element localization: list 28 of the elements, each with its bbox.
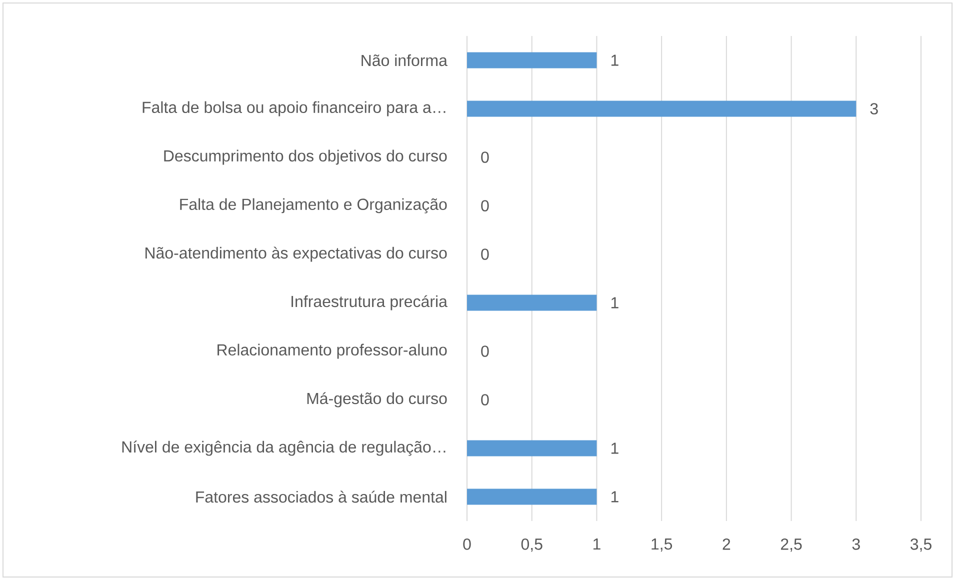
y-tick-label: Não-atendimento às expectativas do curso	[146, 246, 447, 262]
data-label: 1	[611, 54, 618, 66]
data-label: 0	[481, 248, 489, 260]
data-label: 0	[481, 200, 489, 212]
data-label: 0	[481, 152, 489, 163]
x-tick-label: 3	[852, 538, 860, 550]
y-tick-label: Fatores associados à saúde mental	[196, 490, 446, 503]
data-label: 1	[611, 442, 618, 454]
y-tick-label: Nível de exigência da agência de regulação…	[122, 440, 446, 456]
x-tick-label: 3,5	[910, 538, 932, 552]
data-label: 0	[481, 394, 489, 406]
y-tick-label: Relacionamento professor-aluno	[218, 344, 447, 359]
x-tick-label: 2	[722, 538, 730, 550]
data-label: 0	[481, 346, 489, 357]
y-tick-label: Descumprimento dos objetivos do curso	[164, 150, 447, 165]
x-tick-label: 1,5	[652, 538, 672, 552]
x-tick-label: 1	[593, 538, 600, 550]
y-tick-label: Falta de bolsa ou apoio financeiro para a…	[142, 101, 446, 116]
data-label: 1	[611, 491, 618, 502]
x-tick-label: 0	[463, 538, 471, 550]
y-tick-label: Não informa	[362, 54, 448, 66]
y-tick-label: Má-gestão do curso	[307, 392, 447, 408]
y-tick-label: Infraestrutura precária	[292, 295, 448, 310]
data-label: 3	[870, 103, 878, 114]
x-tick-label: 0,5	[521, 538, 542, 552]
y-tick-label: Falta de Planejamento e Organização	[180, 198, 447, 214]
data-label: 1	[611, 297, 618, 308]
x-tick-label: 2,5	[780, 538, 802, 552]
